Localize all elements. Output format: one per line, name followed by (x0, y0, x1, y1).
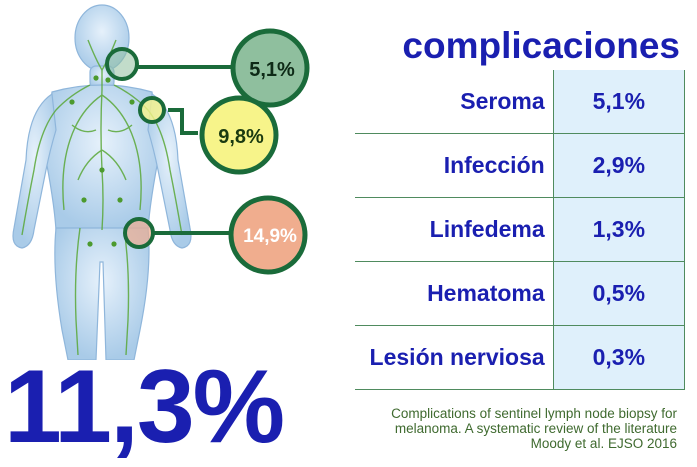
row-label-lesion-nerviosa: Lesión nerviosa (355, 325, 554, 390)
row-label-seroma: Seroma (355, 70, 554, 134)
table-row: Infección 2,9% (355, 133, 686, 198)
callout-connectors (138, 65, 235, 235)
bubble-groin: 14,9% (228, 195, 308, 275)
bubble-neck-label: 5,1% (249, 59, 295, 81)
bubble-neck: 5,1% (230, 28, 310, 108)
row-label-infeccion: Infección (355, 133, 554, 198)
table-row: Seroma 5,1% (355, 70, 686, 134)
row-value-infeccion: 2,9% (552, 133, 686, 198)
lymph-network (21, 39, 183, 356)
table-row: Hematoma 0,5% (355, 261, 686, 326)
row-label-linfedema: Linfedema (355, 197, 554, 262)
row-value-linfedema: 1,3% (552, 197, 686, 262)
body-lymph-illustration: 5,1% 9,8% 14,9% (12, 4, 310, 360)
axilla-node-marker (138, 96, 166, 124)
table-row: Linfedema 1,3% (355, 197, 686, 262)
neck-node-marker (105, 47, 139, 81)
lymph-nodes (69, 75, 135, 247)
citation: Complications of sentinel lymph node bio… (391, 406, 677, 451)
table-title: complicaciones (402, 25, 680, 66)
table-row: Lesión nerviosa 0,3% (355, 325, 686, 390)
bubble-axilla-label: 9,8% (218, 126, 264, 148)
row-label-hematoma: Hematoma (355, 261, 554, 326)
row-value-lesion-nerviosa: 0,3% (552, 325, 686, 390)
complications-table: Seroma 5,1% Infección 2,9% Linfedema 1,3… (355, 70, 686, 390)
row-value-seroma: 5,1% (552, 70, 686, 134)
bubble-axilla: 9,8% (199, 95, 279, 175)
row-value-hematoma: 0,5% (552, 261, 686, 326)
overall-complication-rate: 11,3% (4, 349, 285, 465)
groin-node-marker (123, 217, 155, 249)
bubble-groin-label: 14,9% (243, 226, 297, 247)
